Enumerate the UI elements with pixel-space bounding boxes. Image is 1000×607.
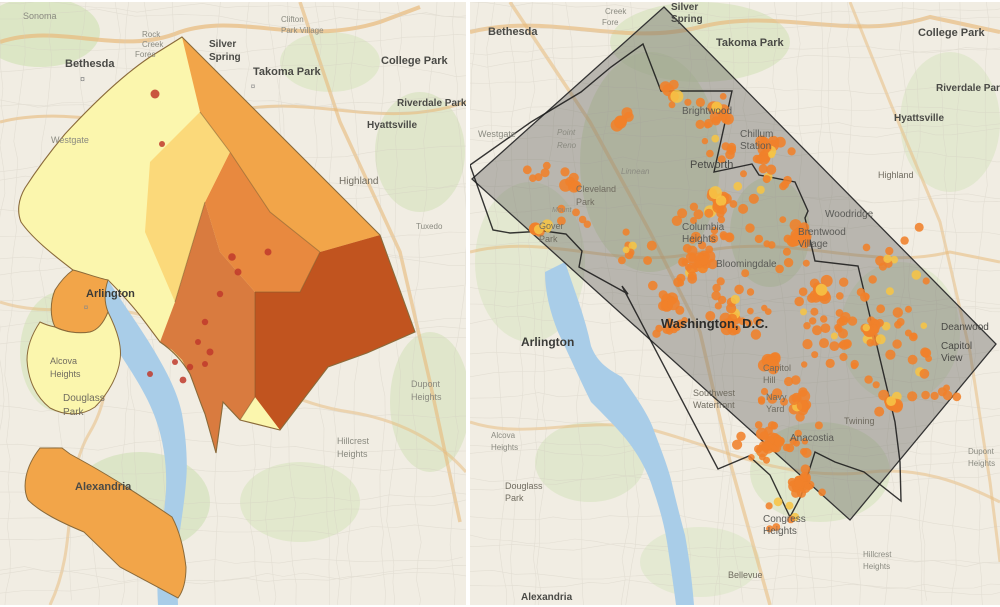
svg-text:Heights: Heights <box>337 449 368 459</box>
svg-text:Highland: Highland <box>878 170 914 180</box>
svg-text:Mount: Mount <box>552 207 573 214</box>
svg-text:Silver: Silver <box>209 39 236 50</box>
svg-text:Dupont: Dupont <box>411 379 441 389</box>
svg-text:Park: Park <box>505 493 524 503</box>
svg-text:Takoma Park: Takoma Park <box>716 37 785 49</box>
svg-text:Hillcrest: Hillcrest <box>337 436 370 446</box>
svg-text:Park: Park <box>539 234 558 244</box>
svg-text:Anacostia: Anacostia <box>790 433 834 444</box>
svg-text:Hill: Hill <box>763 375 776 385</box>
svg-text:Westgate: Westgate <box>51 135 89 145</box>
svg-text:¤: ¤ <box>80 74 85 84</box>
svg-text:Columbia: Columbia <box>682 222 725 233</box>
svg-text:College Park: College Park <box>381 55 449 67</box>
svg-text:¤: ¤ <box>251 82 256 91</box>
svg-text:Petworth: Petworth <box>690 159 733 171</box>
svg-text:College Park: College Park <box>918 27 986 39</box>
svg-text:Arlington: Arlington <box>86 288 135 300</box>
svg-text:Takoma Park: Takoma Park <box>253 66 322 78</box>
svg-text:Heights: Heights <box>968 459 995 468</box>
svg-text:Twining: Twining <box>844 416 875 426</box>
svg-text:Rock: Rock <box>142 30 161 39</box>
svg-text:Bellevue: Bellevue <box>728 570 763 580</box>
svg-text:Heights: Heights <box>411 392 442 402</box>
svg-text:Capitol: Capitol <box>941 341 972 352</box>
svg-text:Heights: Heights <box>763 526 797 537</box>
svg-text:Creek: Creek <box>605 7 627 16</box>
svg-text:Tuxedo: Tuxedo <box>416 222 443 231</box>
svg-text:Congress: Congress <box>763 514 806 525</box>
svg-text:¤: ¤ <box>84 303 89 312</box>
svg-text:Park: Park <box>576 197 595 207</box>
svg-text:Capitol: Capitol <box>763 363 791 373</box>
svg-text:Alexandria: Alexandria <box>521 592 573 603</box>
svg-text:Station: Station <box>740 141 771 152</box>
svg-text:Hyattsville: Hyattsville <box>894 113 944 124</box>
svg-text:Riverdale Park: Riverdale Park <box>397 98 466 109</box>
svg-text:Silver: Silver <box>671 2 698 13</box>
svg-text:Reno: Reno <box>557 141 577 150</box>
svg-text:Southwest: Southwest <box>693 388 736 398</box>
svg-text:Riverdale Park: Riverdale Park <box>936 83 1000 94</box>
svg-text:Creek: Creek <box>142 40 164 49</box>
svg-text:Linnean: Linnean <box>621 167 650 176</box>
svg-text:Washington, D.C.: Washington, D.C. <box>661 316 768 331</box>
svg-text:Waterfront: Waterfront <box>693 400 735 410</box>
svg-text:Navy: Navy <box>766 392 787 402</box>
svg-text:Gover: Gover <box>539 221 564 231</box>
svg-text:Hillcrest: Hillcrest <box>863 550 892 559</box>
svg-text:Village: Village <box>798 239 828 250</box>
svg-text:Point: Point <box>557 128 576 137</box>
svg-text:Alcova: Alcova <box>50 356 77 366</box>
svg-text:Westgate: Westgate <box>478 129 516 139</box>
svg-text:Fore: Fore <box>602 18 619 27</box>
svg-text:Sonoma: Sonoma <box>23 11 57 21</box>
svg-text:Hyattsville: Hyattsville <box>367 120 417 131</box>
svg-text:Deanwood: Deanwood <box>941 322 989 333</box>
svg-text:Douglass: Douglass <box>505 481 543 491</box>
svg-text:Park Village: Park Village <box>281 26 324 35</box>
svg-text:Cleveland: Cleveland <box>576 184 616 194</box>
svg-text:Fores: Fores <box>135 50 155 59</box>
svg-text:Dupont: Dupont <box>968 447 995 456</box>
svg-text:Heights: Heights <box>682 234 716 245</box>
svg-text:Bethesda: Bethesda <box>488 26 538 38</box>
svg-text:Spring: Spring <box>671 14 703 25</box>
svg-text:Douglass: Douglass <box>63 393 105 404</box>
svg-text:Woodridge: Woodridge <box>825 209 874 220</box>
svg-text:Yard: Yard <box>766 404 784 414</box>
svg-text:Brightwood: Brightwood <box>682 106 732 117</box>
svg-text:Alexandria: Alexandria <box>75 481 132 493</box>
svg-text:Alcova: Alcova <box>491 431 516 440</box>
svg-text:Clifton: Clifton <box>281 15 304 24</box>
svg-text:Bethesda: Bethesda <box>65 58 115 70</box>
svg-text:Heights: Heights <box>50 369 81 379</box>
svg-text:Spring: Spring <box>209 52 241 63</box>
svg-text:Bloomingdale: Bloomingdale <box>716 259 777 270</box>
svg-text:Heights: Heights <box>491 443 518 452</box>
svg-text:Chillum: Chillum <box>740 129 773 140</box>
svg-text:Heights: Heights <box>863 562 890 571</box>
svg-text:Park: Park <box>63 407 85 418</box>
svg-text:View: View <box>941 353 963 364</box>
svg-text:Highland: Highland <box>339 176 378 187</box>
svg-text:Arlington: Arlington <box>521 335 574 349</box>
svg-text:Brentwood: Brentwood <box>798 227 846 238</box>
